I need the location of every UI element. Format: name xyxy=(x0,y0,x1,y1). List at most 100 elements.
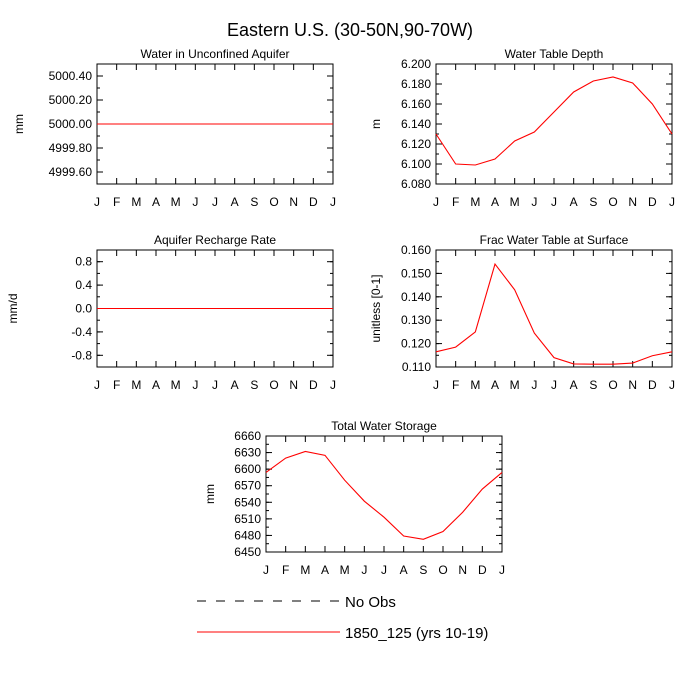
y-tick-label: 0.8 xyxy=(75,255,92,269)
y-tick-label: 6540 xyxy=(234,495,261,509)
y-tick-label: 6.180 xyxy=(401,77,431,91)
x-tick-label: J xyxy=(192,378,198,392)
y-tick-label: 6570 xyxy=(234,479,261,493)
y-axis-label: unitless [0-1] xyxy=(369,274,383,342)
panel-title: Frac Water Table at Surface xyxy=(480,233,629,247)
x-tick-label: D xyxy=(309,195,318,209)
x-tick-label: J xyxy=(94,378,100,392)
y-axis-label: mm xyxy=(203,484,217,504)
x-tick-label: S xyxy=(589,378,597,392)
x-tick-label: N xyxy=(628,378,637,392)
x-tick-label: N xyxy=(289,378,298,392)
x-tick-label: N xyxy=(628,195,637,209)
x-tick-label: J xyxy=(330,195,336,209)
y-tick-label: 5000.20 xyxy=(49,93,93,107)
x-tick-label: A xyxy=(491,378,499,392)
x-tick-label: J xyxy=(551,378,557,392)
y-axis-label: mm/d xyxy=(6,294,20,324)
x-tick-label: M xyxy=(131,378,141,392)
x-tick-label: A xyxy=(152,195,160,209)
x-tick-label: F xyxy=(452,378,459,392)
x-tick-label: J xyxy=(433,378,439,392)
x-tick-label: J xyxy=(263,563,269,577)
y-tick-label: 6510 xyxy=(234,512,261,526)
panel-title: Water Table Depth xyxy=(505,47,604,61)
x-tick-label: A xyxy=(400,563,408,577)
panel-title: Aquifer Recharge Rate xyxy=(154,233,276,247)
y-tick-label: 0.110 xyxy=(402,360,431,374)
x-tick-label: N xyxy=(458,563,467,577)
x-tick-label: J xyxy=(361,563,367,577)
x-tick-label: J xyxy=(381,563,387,577)
legend-label-model: 1850_125 (yrs 10-19) xyxy=(345,625,488,642)
panel-aquifer-recharge-rate: Aquifer Recharge Rate mm/d -0.8 -0.4 0.0 0.4 0… xyxy=(6,233,336,392)
x-tick-label: M xyxy=(470,195,480,209)
x-tick-label: D xyxy=(648,195,657,209)
y-tick-label: 4999.80 xyxy=(49,141,93,155)
x-tick-label: J xyxy=(669,195,675,209)
y-tick-label: 5000.40 xyxy=(49,69,93,83)
y-tick-label: 6.160 xyxy=(401,97,431,111)
panel-title: Water in Unconfined Aquifer xyxy=(141,47,290,61)
x-tick-label: J xyxy=(499,563,505,577)
y-tick-label: 6.140 xyxy=(401,117,431,131)
x-tick-label: M xyxy=(171,378,181,392)
plot-frame xyxy=(265,435,503,553)
y-tick-label: 6450 xyxy=(234,545,261,559)
x-tick-label: A xyxy=(152,378,160,392)
x-tick-label: S xyxy=(250,195,258,209)
x-tick-label: F xyxy=(282,563,289,577)
x-tick-label: D xyxy=(648,378,657,392)
x-tick-label: J xyxy=(94,195,100,209)
panel-title: Total Water Storage xyxy=(331,419,437,433)
y-tick-label: 6.200 xyxy=(401,57,431,71)
x-tick-label: O xyxy=(269,195,278,209)
y-tick-label: 0.150 xyxy=(401,266,431,280)
plot-frame xyxy=(435,63,673,185)
y-tick-label: 0.0 xyxy=(75,302,92,316)
panel-frac-water-table-at-surface: Frac Water Table at Surface unitless [0-1… xyxy=(369,233,675,392)
x-tick-label: O xyxy=(269,378,278,392)
x-tick-label: A xyxy=(570,378,578,392)
y-axis-label: mm xyxy=(12,114,26,134)
y-tick-label: -0.8 xyxy=(71,348,92,362)
x-tick-label: O xyxy=(438,563,447,577)
y-axis-label: m xyxy=(369,119,383,129)
x-tick-label: O xyxy=(608,195,617,209)
series-line-model xyxy=(265,450,503,540)
y-tick-label: 0.130 xyxy=(401,313,431,327)
y-tick-label: 4999.60 xyxy=(49,165,93,179)
panel-water-in-unconfined-aquifer: Water in Unconfined Aquifer mm 4999.60 4999… xyxy=(12,47,336,209)
plot-frame xyxy=(435,249,673,368)
x-tick-label: M xyxy=(131,195,141,209)
y-tick-label: 6.120 xyxy=(401,137,431,151)
y-tick-label: 6480 xyxy=(234,528,261,542)
x-tick-label: A xyxy=(231,195,239,209)
figure-title: Eastern U.S. (30-50N,90-70W) xyxy=(227,20,473,40)
y-tick-label: 0.140 xyxy=(401,290,431,304)
x-tick-label: J xyxy=(192,195,198,209)
x-tick-label: A xyxy=(231,378,239,392)
y-tick-label: 0.4 xyxy=(75,278,92,292)
x-tick-label: M xyxy=(470,378,480,392)
y-tick-label: 0.120 xyxy=(401,337,431,351)
x-tick-label: F xyxy=(113,378,120,392)
x-tick-label: J xyxy=(531,378,537,392)
panel-water-table-depth: Water Table Depth m 6.080 6.100 6.120 6.140 6.… xyxy=(369,47,675,209)
y-tick-label: 6.080 xyxy=(401,177,431,191)
x-tick-label: A xyxy=(321,563,329,577)
x-tick-label: S xyxy=(250,378,258,392)
x-tick-label: S xyxy=(589,195,597,209)
y-tick-label: 0.160 xyxy=(401,243,431,257)
x-tick-label: J xyxy=(212,195,218,209)
x-tick-label: A xyxy=(491,195,499,209)
y-tick-label: 5000.00 xyxy=(49,117,93,131)
x-tick-label: O xyxy=(608,378,617,392)
x-tick-label: A xyxy=(570,195,578,209)
y-tick-label: -0.4 xyxy=(71,325,92,339)
x-tick-label: F xyxy=(113,195,120,209)
x-tick-label: J xyxy=(531,195,537,209)
x-tick-label: F xyxy=(452,195,459,209)
x-tick-label: M xyxy=(171,195,181,209)
